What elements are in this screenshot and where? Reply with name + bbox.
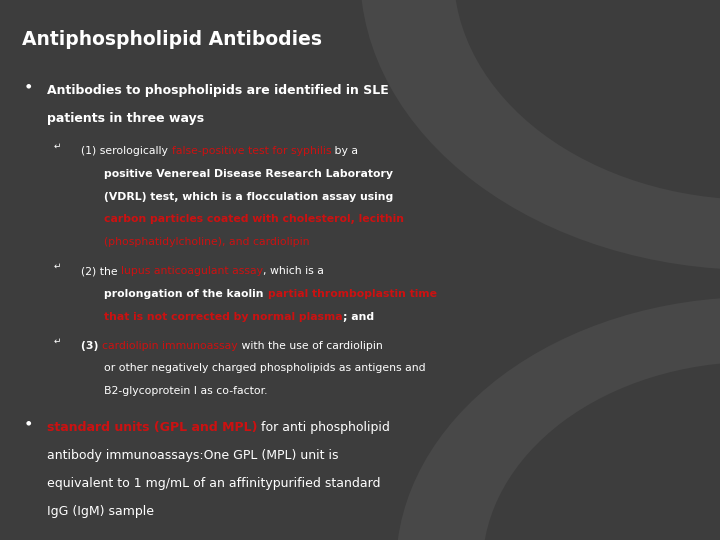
Wedge shape <box>454 0 720 200</box>
Text: ↵: ↵ <box>54 142 61 151</box>
Text: (1) serologically: (1) serologically <box>81 146 172 157</box>
Text: false-positive test for syphilis: false-positive test for syphilis <box>172 146 331 157</box>
Text: partial thromboplastin time: partial thromboplastin time <box>268 289 436 299</box>
Text: ; and: ; and <box>343 312 374 322</box>
Text: Antiphospholipid Antibodies: Antiphospholipid Antibodies <box>22 30 322 49</box>
Wedge shape <box>360 0 720 270</box>
Wedge shape <box>396 297 720 540</box>
Text: standard units (GPL and MPL): standard units (GPL and MPL) <box>47 421 257 434</box>
Text: patients in three ways: patients in three ways <box>47 112 204 125</box>
Text: ↵: ↵ <box>54 262 61 271</box>
Text: ●: ● <box>25 84 31 89</box>
Text: with the use of cardiolipin: with the use of cardiolipin <box>238 341 383 351</box>
Text: carbon particles coated with cholesterol, lecithin: carbon particles coated with cholesterol… <box>104 214 405 225</box>
Text: or other negatively charged phospholipids as antigens and: or other negatively charged phospholipid… <box>104 363 426 374</box>
Text: , which is a: , which is a <box>264 266 324 276</box>
Text: by a: by a <box>331 146 359 157</box>
Text: positive Venereal Disease Research Laboratory: positive Venereal Disease Research Labor… <box>104 169 393 179</box>
Text: for anti phospholipid: for anti phospholipid <box>257 421 390 434</box>
Text: IgG (IgM) sample: IgG (IgM) sample <box>47 505 154 518</box>
Text: (VDRL) test, which is a flocculation assay using: (VDRL) test, which is a flocculation ass… <box>104 192 394 202</box>
Text: (3): (3) <box>81 341 102 351</box>
Text: ●: ● <box>25 421 31 426</box>
Text: B2-glycoprotein I as co-factor.: B2-glycoprotein I as co-factor. <box>104 386 268 396</box>
Text: lupus anticoagulant assay: lupus anticoagulant assay <box>122 266 264 276</box>
Text: (2) the: (2) the <box>81 266 122 276</box>
Text: that is not corrected by normal plasma: that is not corrected by normal plasma <box>104 312 343 322</box>
Text: Antibodies to phospholipids are identified in SLE: Antibodies to phospholipids are identifi… <box>47 84 389 97</box>
Text: ↵: ↵ <box>54 336 61 346</box>
Text: cardiolipin immunoassay: cardiolipin immunoassay <box>102 341 238 351</box>
Text: antibody immunoassays:One GPL (MPL) unit is: antibody immunoassays:One GPL (MPL) unit… <box>47 449 338 462</box>
Text: prolongation of the kaolin: prolongation of the kaolin <box>104 289 268 299</box>
Wedge shape <box>482 362 720 540</box>
Text: equivalent to 1 mg/mL of an affinitypurified standard: equivalent to 1 mg/mL of an affinitypuri… <box>47 477 380 490</box>
Text: (phosphatidylcholine), and cardiolipin: (phosphatidylcholine), and cardiolipin <box>104 237 310 247</box>
